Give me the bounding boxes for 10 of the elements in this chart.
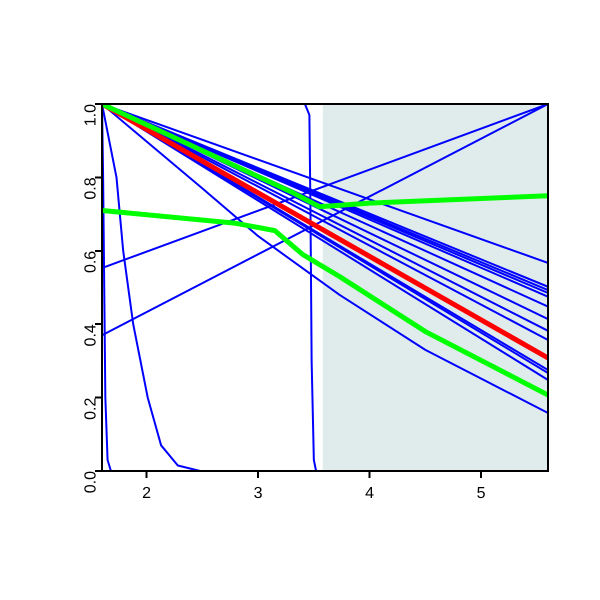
x-tick-label: 2 xyxy=(142,485,152,502)
y-tick-label: 0.2 xyxy=(82,398,100,420)
y-tick-label: 0.4 xyxy=(82,324,100,346)
y-tick-label: 0.0 xyxy=(82,470,100,494)
x-tick-label: 5 xyxy=(476,485,486,502)
y-tick-label: 1.0 xyxy=(82,104,100,126)
y-tick-label: 0.6 xyxy=(82,250,100,274)
x-tick-label: 4 xyxy=(365,485,374,502)
x-tick-label: 3 xyxy=(254,485,263,502)
y-tick-label: 0.8 xyxy=(82,177,100,200)
